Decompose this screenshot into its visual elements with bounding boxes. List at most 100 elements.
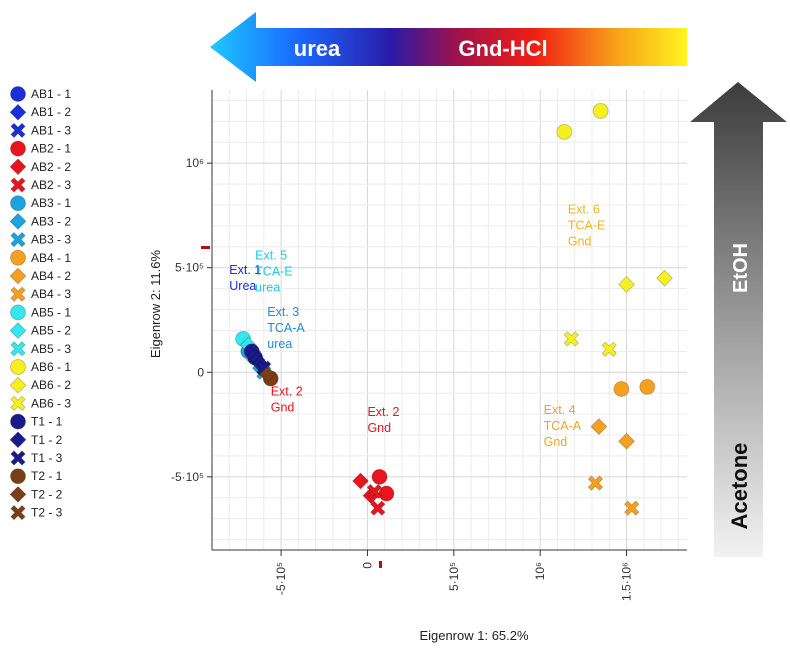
y-axis-marker [201, 246, 210, 249]
legend-marker [10, 450, 26, 466]
legend-marker [9, 485, 27, 503]
annotation-line: TCA-A [544, 419, 582, 433]
legend-marker [9, 376, 27, 394]
cluster-annotation-ext2b: Ext. 2 Gnd [367, 405, 399, 435]
data-point [371, 468, 388, 485]
legend-marker [10, 304, 26, 321]
legend-marker [10, 359, 26, 375]
legend-entry: T1 - 1 [10, 413, 63, 430]
data-point-marker [258, 365, 276, 383]
legend-label: AB3 - 1 [31, 196, 71, 210]
annotation-line: Ext. 6 [568, 202, 600, 216]
cluster-annotation-ext4: Ext. 4 TCA-A Gnd [544, 403, 582, 449]
data-point [617, 432, 636, 450]
annotation-line: Urea [229, 279, 256, 293]
legend-entry: AB4 - 3 [10, 286, 71, 303]
data-point [639, 378, 656, 395]
legend-entry: AB2 - 3 [10, 177, 71, 193]
data-points [235, 102, 674, 517]
data-point [623, 500, 640, 517]
legend-label: AB3 - 2 [31, 214, 71, 228]
legend-label: T1 - 2 [31, 433, 63, 447]
legend-marker [9, 267, 27, 285]
legend-label: T2 - 2 [31, 487, 63, 501]
horizontal-gradient-arrow: urea Gnd-HCl [210, 12, 687, 82]
annotation-line: urea [267, 337, 292, 351]
horizontal-arrow-shape [210, 12, 687, 82]
x-tick-label: 0 [360, 562, 374, 569]
y-tick-label: 5·10⁵ [175, 261, 204, 275]
legend-entry: AB2 - 1 [10, 140, 71, 157]
acetone-arrow-label: Acetone [727, 443, 752, 530]
legend-entry: AB3 - 1 [10, 195, 71, 212]
data-point-marker [617, 432, 636, 450]
data-point [556, 123, 573, 140]
plot-area: -5·10⁵ 0 5·10⁵ 10⁶ 1.5·10⁶ 10⁶ 5·10⁵ 0 -5·10⁵ E… [171, 90, 687, 601]
annotation-line: Ext. 1 [229, 263, 261, 277]
legend-entry: AB6 - 2 [9, 376, 71, 394]
legend-marker [10, 177, 26, 193]
legend-entry: T1 - 3 [10, 450, 63, 466]
legend-label: AB6 - 1 [31, 360, 71, 374]
data-point-marker [587, 475, 604, 491]
legend-marker [9, 103, 27, 121]
legend-label: AB2 - 3 [31, 178, 71, 192]
legend-entry: AB1 - 3 [10, 122, 71, 139]
legend-entry: AB4 - 2 [9, 267, 71, 285]
legend-marker [9, 431, 27, 449]
annotation-line: Ext. 4 [544, 403, 576, 417]
legend-label: AB1 - 3 [31, 123, 71, 137]
legend-entry: AB1 - 1 [10, 86, 71, 102]
legend-marker [10, 231, 26, 248]
urea-arrow-label: urea [294, 36, 341, 61]
annotation-line: Ext. 5 [255, 248, 287, 262]
annotation-line: Gnd [568, 234, 592, 248]
cluster-annotation-ext2a: Ext. 2 Gnd [271, 384, 303, 414]
legend-marker [10, 468, 26, 485]
legend-entry: T2 - 2 [9, 485, 63, 503]
legend-label: T2 - 1 [31, 469, 63, 483]
legend-label: AB6 - 2 [31, 378, 71, 392]
x-tick-label: 10⁶ [533, 562, 547, 580]
annotation-line: Gnd [544, 435, 568, 449]
data-point-marker [617, 275, 636, 294]
legend-entry: AB3 - 3 [10, 231, 71, 248]
legend-label: AB5 - 3 [31, 342, 71, 356]
legend-marker [10, 413, 26, 430]
legend-marker [10, 140, 26, 157]
x-axis-marker [379, 561, 382, 568]
annotation-line: Gnd [271, 400, 295, 414]
x-tick-label: 5·10⁵ [447, 562, 461, 591]
legend-entry: AB1 - 2 [9, 103, 71, 121]
legend-entry: AB2 - 2 [9, 158, 71, 176]
legend-marker [10, 395, 26, 412]
legend-entry: AB5 - 1 [10, 304, 71, 321]
legend-marker [9, 322, 27, 340]
legend-label: AB1 - 1 [31, 87, 71, 101]
legend-marker [10, 340, 26, 357]
x-axis-title: Eigenrow 1: 65.2% [419, 628, 529, 643]
legend-entry: AB6 - 3 [10, 395, 71, 412]
data-point [601, 341, 618, 358]
annotation-line: Ext. 2 [367, 405, 399, 419]
data-point [258, 365, 276, 383]
data-point-marker [623, 500, 640, 517]
data-point [351, 472, 370, 490]
data-point [563, 330, 580, 347]
data-point [366, 483, 383, 500]
legend-label: AB4 - 3 [31, 287, 71, 301]
legend-entry: AB3 - 2 [9, 212, 71, 230]
etoh-arrow-label: EtOH [730, 243, 752, 293]
legend-entry: T2 - 1 [10, 468, 63, 485]
data-point-marker [369, 500, 386, 517]
annotation-line: TCA-E [568, 218, 606, 232]
legend-entry: AB4 - 1 [10, 249, 71, 266]
data-point-marker [592, 102, 609, 119]
y-tick-label: -5·10⁵ [171, 470, 204, 484]
annotation-line: Gnd [367, 421, 391, 435]
annotation-line: Ext. 2 [271, 384, 303, 398]
legend-label: AB4 - 2 [31, 269, 71, 283]
data-point-marker [601, 341, 618, 358]
cluster-annotations: Ext. 1 Urea Ext. 5 TCA-E urea Ext. 3 TCA-A urea… [229, 202, 605, 449]
data-point [590, 418, 608, 436]
